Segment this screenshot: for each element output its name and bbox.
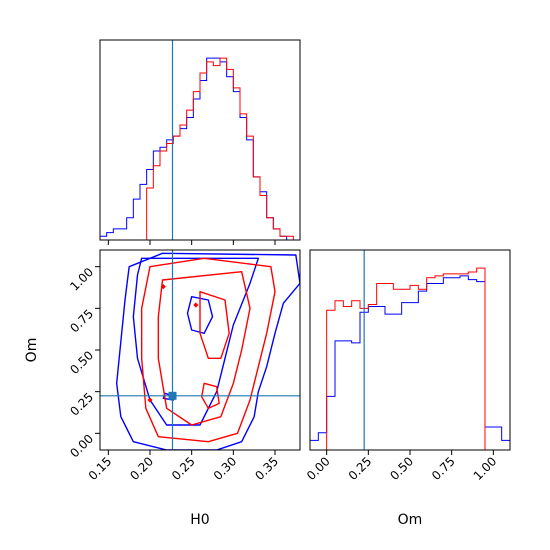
- histogram-panel-H0: [99, 39, 301, 245]
- contour-ytick-label: 0.50: [67, 348, 96, 377]
- hist-Om-xtick-label: 0.50: [387, 454, 416, 483]
- contour-red-level-0: [140, 257, 276, 443]
- y-axis-label-Om: Om: [24, 338, 40, 363]
- hist-Om-xtick-label: 0.25: [346, 454, 375, 483]
- contour-blue-level-1: [132, 257, 260, 426]
- contour-blue-level-2: [186, 295, 214, 335]
- hist-Om-frame: [309, 249, 511, 451]
- contour-red-level-1: [157, 270, 251, 426]
- hist-Om-series-red: [310, 267, 510, 451]
- contour-red-level-2: [199, 290, 230, 360]
- contour-ytick-label: 0.25: [67, 390, 96, 419]
- contour-small-marker-1: [147, 397, 153, 403]
- contour-ytick-label: 0.00: [67, 432, 96, 461]
- hist-Om-series-blue: [310, 275, 510, 441]
- histogram-panel-Om: 0.00 0.25 0.50 0.75 1.00: [304, 249, 511, 483]
- truth-marker: [168, 391, 177, 400]
- hist-Om-xtick-label: 1.00: [471, 454, 500, 483]
- contour-xtick-label: 0.15: [86, 454, 115, 483]
- hist-H0-series-blue: [100, 57, 300, 241]
- contour-xtick-label: 0.30: [211, 454, 240, 483]
- contour-frame: [99, 249, 301, 451]
- hist-Om-xtick-label: 0.00: [304, 454, 333, 483]
- contour-xtick-label: 0.35: [252, 454, 281, 483]
- contour-panel-H0-Om: 0.15 0.20 0.25 0.30 0.35 0.00 0.25 0.50 0.75 1.00: [67, 249, 301, 483]
- contour-blue-level-0: [115, 252, 300, 450]
- contour-small-marker-0: [160, 284, 166, 290]
- hist-Om-xtick-label: 0.75: [429, 454, 458, 483]
- contour-red-level-3: [200, 382, 220, 410]
- contour-xtick-label: 0.25: [169, 454, 198, 483]
- contour-xtick-label: 0.20: [127, 454, 156, 483]
- contour-small-marker-2: [193, 302, 199, 308]
- hist-H0-series-red: [100, 57, 300, 241]
- hist-H0-frame: [99, 39, 301, 241]
- x-axis-label-Om: Om: [398, 512, 423, 528]
- x-axis-label-H0: H0: [190, 512, 209, 528]
- contour-lines: [115, 252, 300, 450]
- contour-ytick-label: 1.00: [67, 265, 96, 294]
- contour-ytick-label: 0.75: [67, 307, 96, 336]
